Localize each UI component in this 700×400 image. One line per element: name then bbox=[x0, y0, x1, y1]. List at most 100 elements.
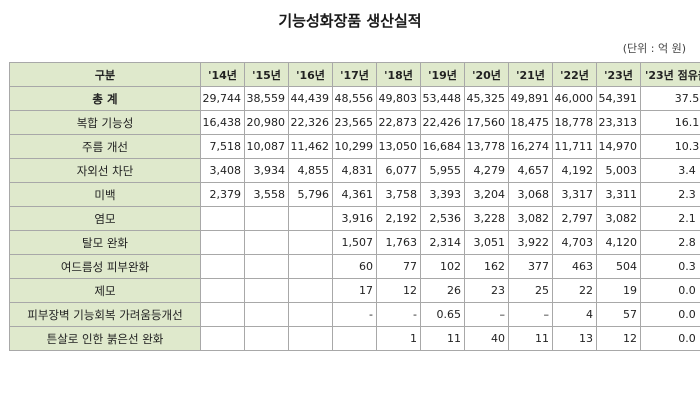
row-label: 총 계 bbox=[9, 86, 201, 111]
value-cell: 23 bbox=[464, 278, 509, 303]
page-title: 기능성화장품 생산실적 bbox=[278, 12, 422, 30]
table-body: 총 계 29,744 38,559 44,439 48,556 49,803 53,448 4… bbox=[9, 86, 700, 351]
row-label: 피부장벽 기능회복 가려움등개선 bbox=[9, 302, 201, 327]
value-cell: – bbox=[464, 302, 509, 327]
value-cell: 16,438 bbox=[200, 110, 245, 135]
column-header-category: 구분 bbox=[9, 62, 201, 87]
value-cell: 26 bbox=[420, 278, 465, 303]
value-cell: 22 bbox=[552, 278, 597, 303]
column-header-year: '16년 bbox=[288, 62, 333, 87]
share-cell: 0.0 bbox=[640, 326, 700, 351]
table-row: 탈모 완화 1,507 1,763 2,314 3,051 3,922 4,703 4,120… bbox=[9, 230, 700, 255]
unit-label: (단위 : 억 원) bbox=[622, 42, 686, 55]
value-cell: 6,077 bbox=[376, 158, 421, 183]
share-cell: 2.8 bbox=[640, 230, 700, 255]
value-cell: 23,565 bbox=[332, 110, 377, 135]
value-cell: 11,711 bbox=[552, 134, 597, 159]
value-cell bbox=[244, 230, 289, 255]
column-header-year: '21년 bbox=[508, 62, 553, 87]
value-cell: 4,361 bbox=[332, 182, 377, 207]
table-row: 미백 2,379 3,558 5,796 4,361 3,758 3,393 3,204 3,0… bbox=[9, 182, 700, 207]
value-cell: 20,980 bbox=[244, 110, 289, 135]
row-label: 자외선 차단 bbox=[9, 158, 201, 183]
value-cell bbox=[244, 206, 289, 231]
value-cell: 13 bbox=[552, 326, 597, 351]
value-cell: 77 bbox=[376, 254, 421, 279]
value-cell bbox=[200, 326, 245, 351]
share-cell: 3.4 bbox=[640, 158, 700, 183]
value-cell: 4,657 bbox=[508, 158, 553, 183]
value-cell: 3,311 bbox=[596, 182, 641, 207]
value-cell bbox=[288, 326, 333, 351]
value-cell: 1,763 bbox=[376, 230, 421, 255]
value-cell: 18,778 bbox=[552, 110, 597, 135]
value-cell: 48,556 bbox=[332, 86, 377, 111]
table-header: 구분 '14년 '15년 '16년 '17년 '18년 '19년 '20년 '21년 '22년 '2… bbox=[9, 62, 700, 87]
value-cell: 19 bbox=[596, 278, 641, 303]
value-cell: 10,299 bbox=[332, 134, 377, 159]
table-row: 염모 3,916 2,192 2,536 3,228 3,082 2,797 3,082 2.1 bbox=[9, 206, 700, 231]
value-cell bbox=[244, 302, 289, 327]
value-cell bbox=[288, 302, 333, 327]
value-cell: 49,803 bbox=[376, 86, 421, 111]
value-cell: 162 bbox=[464, 254, 509, 279]
table-row: 여드름성 피부완화 60 77 102 162 377 463 504 0.3 bbox=[9, 254, 700, 279]
value-cell: 2,314 bbox=[420, 230, 465, 255]
value-cell: 4,703 bbox=[552, 230, 597, 255]
value-cell: 11 bbox=[508, 326, 553, 351]
value-cell: 5,955 bbox=[420, 158, 465, 183]
row-label: 주름 개선 bbox=[9, 134, 201, 159]
value-cell: 3,082 bbox=[508, 206, 553, 231]
value-cell: 3,228 bbox=[464, 206, 509, 231]
value-cell bbox=[288, 230, 333, 255]
value-cell: 4,192 bbox=[552, 158, 597, 183]
value-cell: 3,934 bbox=[244, 158, 289, 183]
value-cell: 16,684 bbox=[420, 134, 465, 159]
value-cell: 22,873 bbox=[376, 110, 421, 135]
value-cell: 16,274 bbox=[508, 134, 553, 159]
value-cell: 44,439 bbox=[288, 86, 333, 111]
value-cell: 3,922 bbox=[508, 230, 553, 255]
share-cell: 0.0 bbox=[640, 302, 700, 327]
column-header-year: '19년 bbox=[420, 62, 465, 87]
value-cell: 60 bbox=[332, 254, 377, 279]
value-cell: 3,408 bbox=[200, 158, 245, 183]
column-header-year: '18년 bbox=[376, 62, 421, 87]
value-cell: 5,796 bbox=[288, 182, 333, 207]
share-cell: 0.0 bbox=[640, 278, 700, 303]
value-cell: 40 bbox=[464, 326, 509, 351]
table-row: 튼살로 인한 붉은선 완화 1 11 40 11 13 12 0.0 bbox=[9, 326, 700, 351]
value-cell bbox=[332, 326, 377, 351]
value-cell: 5,003 bbox=[596, 158, 641, 183]
value-cell: 12 bbox=[596, 326, 641, 351]
share-cell: 2.1 bbox=[640, 206, 700, 231]
value-cell: 3,393 bbox=[420, 182, 465, 207]
value-cell: 18,475 bbox=[508, 110, 553, 135]
header-row: 구분 '14년 '15년 '16년 '17년 '18년 '19년 '20년 '21년 '22년 '2… bbox=[9, 62, 700, 87]
value-cell: 12 bbox=[376, 278, 421, 303]
value-cell: 2,379 bbox=[200, 182, 245, 207]
value-cell: 0.65 bbox=[420, 302, 465, 327]
value-cell: 14,970 bbox=[596, 134, 641, 159]
value-cell: 11,462 bbox=[288, 134, 333, 159]
value-cell: 3,068 bbox=[508, 182, 553, 207]
value-cell bbox=[200, 206, 245, 231]
value-cell: 4,855 bbox=[288, 158, 333, 183]
value-cell: 3,082 bbox=[596, 206, 641, 231]
value-cell: 22,426 bbox=[420, 110, 465, 135]
value-cell: 17 bbox=[332, 278, 377, 303]
value-cell: 1,507 bbox=[332, 230, 377, 255]
value-cell: – bbox=[508, 302, 553, 327]
value-cell: 377 bbox=[508, 254, 553, 279]
value-cell: 3,051 bbox=[464, 230, 509, 255]
value-cell: - bbox=[332, 302, 377, 327]
column-header-year: '15년 bbox=[244, 62, 289, 87]
share-cell: 37.5 bbox=[640, 86, 700, 111]
value-cell bbox=[200, 302, 245, 327]
value-cell: 13,050 bbox=[376, 134, 421, 159]
value-cell: 4 bbox=[552, 302, 597, 327]
value-cell: 3,758 bbox=[376, 182, 421, 207]
value-cell: 7,518 bbox=[200, 134, 245, 159]
value-cell: 4,120 bbox=[596, 230, 641, 255]
column-header-year: '17년 bbox=[332, 62, 377, 87]
